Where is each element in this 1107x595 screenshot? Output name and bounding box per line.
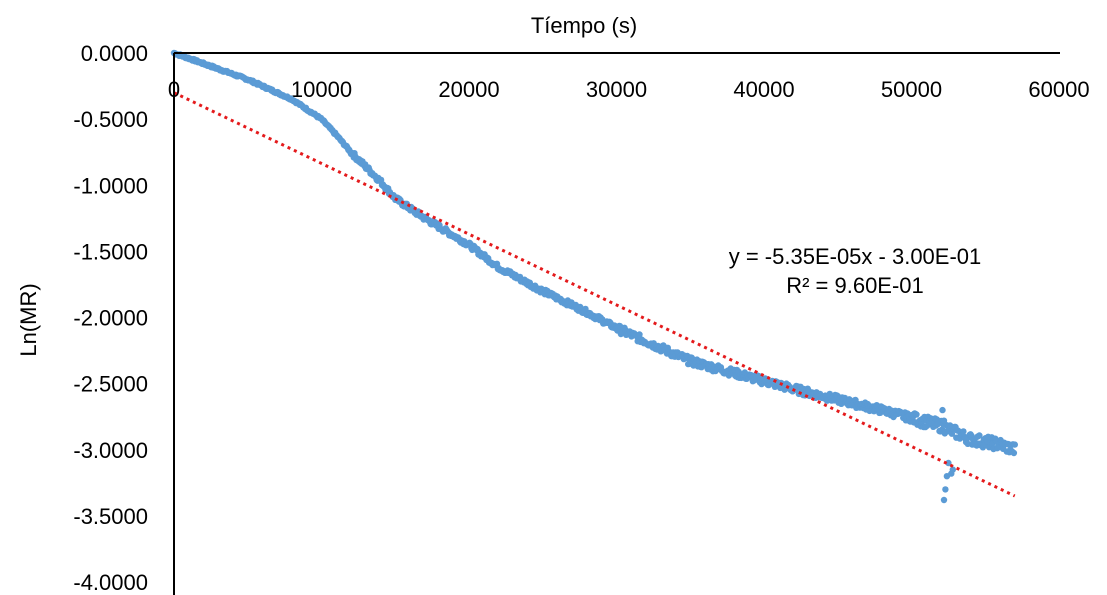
x-axis-title: Tíempo (s) [531,13,637,38]
x-tick-label: 30000 [586,77,647,102]
data-point [948,430,956,437]
data-point [582,305,589,313]
data-point [636,331,643,338]
y-tick-label: -2.0000 [73,306,148,331]
x-tick-label: 40000 [733,77,794,102]
x-tick-label: 50000 [881,77,942,102]
data-point [940,496,948,504]
y-axis-tick-labels: 0.0000 -0.5000 -1.0000 -1.5000 -2.0000 -2.500… [73,41,148,595]
trendline-r-squared: R² = 9.60E-01 [786,273,924,298]
y-tick-label: -2.5000 [73,372,148,397]
y-tick-label: 0.0000 [81,41,148,66]
data-point [940,417,948,424]
data-point [939,406,946,414]
x-tick-label: 10000 [291,77,352,102]
x-tick-label: 20000 [438,77,499,102]
y-tick-label: -1.5000 [73,239,148,264]
y-axis-title: Ln(MR) [16,283,41,356]
y-tick-label: -3.5000 [73,504,148,529]
data-point [960,428,967,435]
y-tick-label: -0.5000 [73,107,148,132]
trendline-group [173,91,1016,498]
data-point [1011,441,1018,448]
data-point [949,466,956,473]
data-points [170,49,1018,504]
data-point [942,486,949,493]
data-point [976,432,983,439]
data-point [913,411,920,418]
trendline-equation: y = -5.35E-05x - 3.00E-01 [729,244,982,269]
x-tick-label: 60000 [1028,77,1089,102]
data-point [945,459,952,467]
y-tick-label: -4.0000 [73,570,148,595]
data-point [1010,449,1018,457]
trendline [173,91,1016,498]
y-tick-label: -3.0000 [73,438,148,463]
y-tick-label: -1.0000 [73,173,148,198]
